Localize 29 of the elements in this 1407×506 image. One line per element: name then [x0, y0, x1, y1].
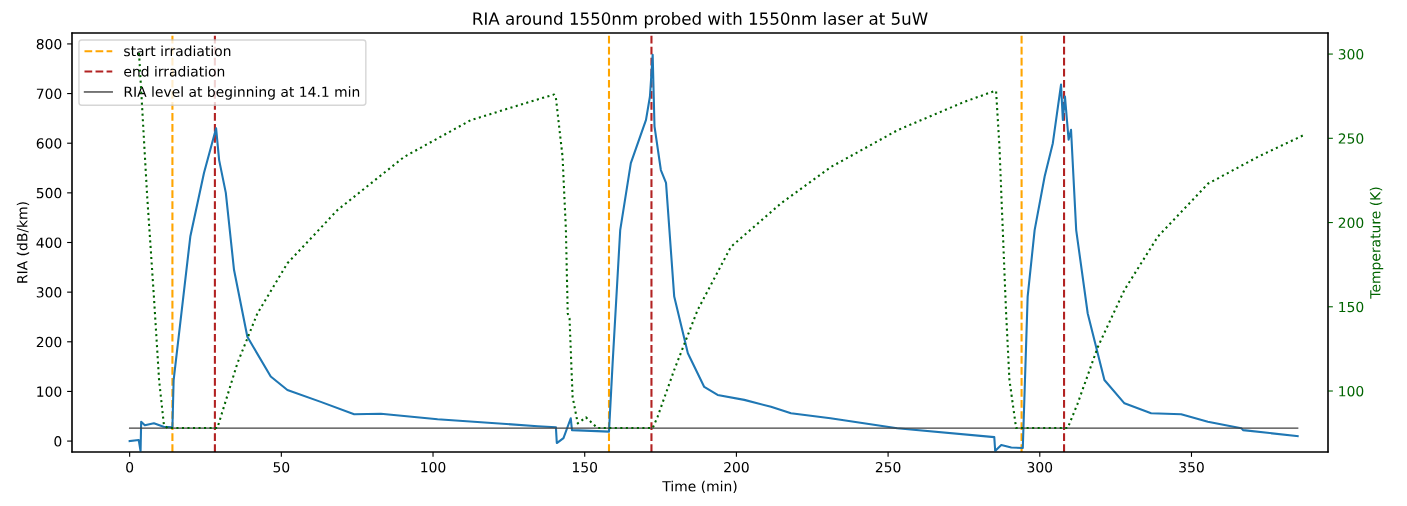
x-tick-label: 250: [875, 461, 901, 473]
x-tick-label: 300: [1027, 461, 1053, 473]
y2-axis-title: Temperature (K): [1369, 187, 1384, 299]
ref-line-label: end irradiation: [124, 65, 225, 77]
y2-tick-label: 100: [1339, 385, 1364, 397]
y-tick-label: 500: [36, 187, 62, 199]
y-axis-title: RIA (dB/km): [16, 202, 30, 283]
y-tick-label: 800: [36, 38, 62, 50]
x-axis-title: Time (min): [662, 480, 737, 494]
y-tick-label: 700: [36, 88, 62, 100]
x-tick-label: 350: [1179, 461, 1204, 473]
y-tick-label: 200: [36, 336, 62, 348]
y2-tick-label: 300: [1338, 49, 1364, 60]
legend-label: RIA level at beginning at 14.1 min: [124, 86, 360, 100]
y-tick-label: 300: [36, 287, 62, 298]
ref-line-label: start irradiation: [124, 45, 231, 57]
x-tick-label: 100: [421, 461, 446, 473]
y2-tick-label: 150: [1339, 301, 1364, 313]
x-tick-label: 150: [572, 461, 598, 473]
y-tick-label: 400: [36, 237, 62, 248]
y2-tick-label: 250: [1338, 133, 1364, 144]
y-tick-label: 0: [54, 436, 62, 447]
y2-tick-label: 200: [1338, 217, 1364, 229]
x-tick-label: 0: [126, 461, 134, 473]
chart-title: RIA around 1550nm probed with 1550nm laser at 5uW: [473, 12, 928, 29]
y-tick-label: 100: [37, 386, 62, 397]
x-tick-label: 200: [724, 461, 749, 473]
y-tick-label: 600: [36, 138, 62, 149]
x-tick-label: 50: [273, 461, 290, 473]
